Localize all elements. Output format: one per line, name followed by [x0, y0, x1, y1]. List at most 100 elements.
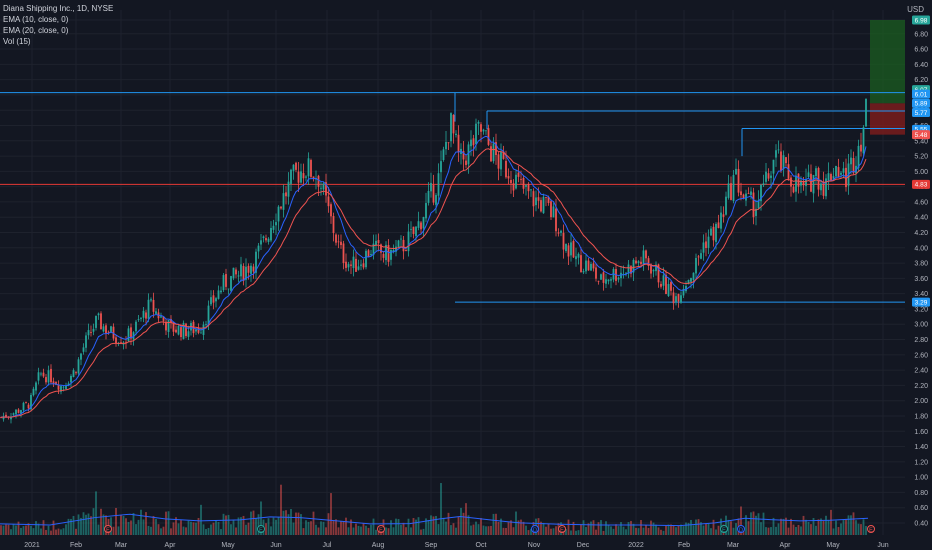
candle-body	[255, 251, 257, 273]
candle-body	[322, 183, 325, 190]
volume-bar	[105, 515, 107, 535]
price-tick-label: 1.40	[914, 444, 928, 451]
volume-bar	[502, 527, 505, 535]
candle-body	[692, 272, 695, 281]
volume-bar	[272, 517, 275, 535]
price-tick-label: 4.20	[914, 230, 928, 237]
price-tick-label: 3.20	[914, 306, 928, 313]
price-badge: 6.98	[912, 15, 930, 25]
candle-body	[407, 231, 410, 252]
volume-bar	[375, 529, 377, 535]
time-tick-label: Nov	[528, 542, 541, 549]
volume-bar	[27, 523, 30, 535]
volume-bar	[197, 517, 200, 535]
candle-body	[412, 226, 415, 235]
volume-bar	[120, 515, 122, 535]
candle-body	[727, 183, 730, 198]
volume-bar	[750, 512, 752, 535]
volume-bar	[622, 526, 625, 535]
volume-bar	[687, 522, 690, 535]
candle-body	[830, 174, 832, 181]
candle-body	[355, 258, 357, 272]
volume-bar	[862, 519, 865, 535]
candle-body	[420, 222, 422, 230]
volume-bar	[112, 526, 115, 535]
time-axis-bg	[0, 536, 932, 550]
currency-label[interactable]: USD	[907, 5, 924, 14]
price-tick-label: 0.80	[914, 490, 928, 497]
candle-body	[247, 265, 250, 273]
volume-bar	[732, 527, 735, 535]
price-axis[interactable]: 6.986.806.606.406.206.005.805.605.405.20…	[905, 0, 932, 550]
volume-legend[interactable]: Vol (15)	[3, 37, 31, 46]
candle-body	[807, 172, 810, 177]
volume-bar	[647, 527, 650, 535]
volume-bar	[785, 517, 787, 535]
candle-body	[32, 388, 35, 396]
candle-body	[15, 409, 17, 415]
candle-body	[75, 372, 77, 374]
volume-bar	[487, 526, 490, 535]
price-badge: 5.89	[912, 98, 930, 108]
candle-body	[387, 244, 390, 262]
candle-body	[305, 176, 307, 178]
volume-bar	[132, 513, 135, 535]
price-badge: 3.29	[912, 297, 930, 307]
time-axis[interactable]: 2021 Feb Mar Apr May Jun Jul Aug Sep Oct Nov Dec 202…	[0, 536, 932, 550]
volume-bar	[595, 529, 597, 535]
candle-body	[330, 204, 332, 217]
candle-body	[700, 253, 702, 259]
ema20-legend[interactable]: EMA (20, close, 0)	[3, 26, 69, 35]
candle-body	[527, 183, 530, 192]
candle-body	[665, 274, 667, 294]
volume-bar	[772, 517, 775, 535]
volume-bar	[247, 522, 250, 535]
volume-bar	[87, 513, 90, 535]
candle-body	[702, 242, 705, 253]
candle-body	[365, 250, 367, 268]
volume-bar	[190, 521, 192, 535]
volume-bar	[285, 510, 287, 535]
candle-body	[840, 172, 842, 175]
volume-bar	[187, 520, 190, 535]
volume-bar	[695, 519, 697, 535]
candle-body	[70, 375, 72, 383]
candle-body	[675, 296, 677, 302]
volume-bar	[755, 515, 757, 535]
time-tick-label: Apr	[780, 542, 792, 549]
candle-body	[62, 386, 65, 388]
volume-bar	[827, 519, 830, 535]
event-marker-circle	[104, 525, 112, 533]
candle-body	[140, 317, 142, 319]
candle-body	[152, 299, 155, 312]
candle-body	[682, 288, 685, 296]
candle-body	[317, 175, 320, 187]
symbol-title[interactable]: Diana Shipping Inc., 1D, NYSE	[3, 4, 114, 13]
time-tick-label: Aug	[372, 542, 385, 549]
candle-body	[512, 183, 515, 191]
volume-bar	[542, 522, 545, 535]
candle-body	[697, 256, 700, 258]
candle-body	[27, 404, 30, 409]
candle-body	[752, 192, 755, 218]
ema10-legend[interactable]: EMA (10, close, 0)	[3, 15, 69, 24]
volume-bar	[795, 526, 797, 535]
candle-body	[287, 181, 290, 197]
candle-body	[22, 402, 25, 411]
volume-bar	[515, 511, 517, 535]
candle-body	[585, 260, 587, 272]
time-tick-label: Oct	[476, 542, 487, 549]
candle-body	[857, 145, 860, 169]
volume-bar	[837, 527, 840, 535]
volume-bar	[792, 524, 795, 535]
volume-bar	[175, 517, 177, 535]
volume-bar	[330, 493, 332, 535]
candle-body	[165, 321, 167, 331]
volume-bar	[652, 522, 655, 535]
candle-body	[787, 164, 790, 179]
candle-body	[300, 171, 302, 183]
candle-body	[225, 274, 227, 287]
ema-lines	[0, 135, 867, 418]
